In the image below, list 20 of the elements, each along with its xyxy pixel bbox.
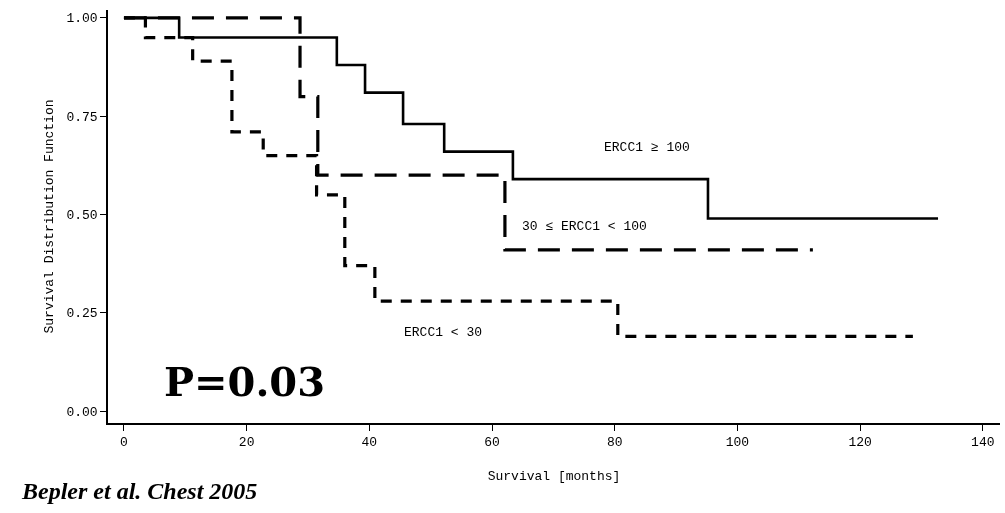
series-label: 30 ≤ ERCC1 < 100: [522, 219, 647, 234]
y-axis-title: Survival Distribution Function: [41, 99, 57, 334]
x-tick-label: 140: [971, 435, 995, 451]
y-tick-label: 0.75: [66, 109, 98, 125]
series-label: ERCC1 < 30: [404, 325, 483, 340]
y-tick-label: 0.00: [66, 404, 98, 420]
y-tick-label: 1.00: [66, 11, 98, 27]
y-tick-label: 0.50: [66, 208, 98, 224]
x-tick-label: 40: [361, 435, 378, 451]
series-label: ERCC1 ≥ 100: [604, 140, 690, 155]
annotation: P=0.03: [164, 358, 326, 405]
x-tick-label: 80: [606, 435, 623, 451]
y-tick-label: 0.25: [66, 306, 98, 322]
x-tick-label: 120: [848, 435, 872, 451]
text: Bepler et al. Chest 2005: [21, 478, 258, 504]
x-tick-label: 60: [484, 435, 500, 451]
x-tick-label: 20: [238, 435, 255, 451]
x-axis-title: Survival [months]: [487, 469, 621, 485]
x-tick-label: 100: [725, 435, 750, 451]
x-tick-label: 0: [120, 435, 128, 451]
